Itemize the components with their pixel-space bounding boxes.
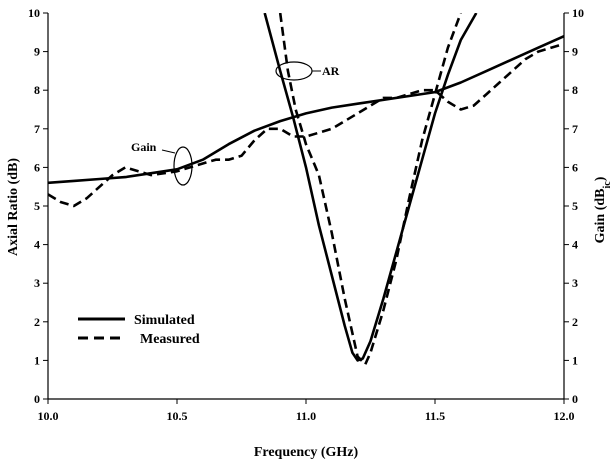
plot-layer xyxy=(48,13,564,366)
legend: Simulated Measured xyxy=(78,313,200,347)
series-line-gain-measured xyxy=(48,42,564,208)
y-tick-label-right: 8 xyxy=(572,83,578,97)
axis-layer: 0 0 1 1 2 2 3 3 4 4 5 5 6 6 7 7 8 8 9 9 10 10 10.0 10.5 11.0 11.5… xyxy=(28,6,584,423)
y-tick-label-left: 8 xyxy=(34,83,40,97)
y-tick-label-left: 9 xyxy=(34,45,40,59)
y-tick-label-right: 6 xyxy=(572,160,578,174)
y-tick-label-right: 1 xyxy=(572,353,578,367)
y-axis-title-right-sub: ic xyxy=(602,181,613,189)
y-tick-label-left: 2 xyxy=(34,315,40,329)
series-line-ar-simulated xyxy=(263,13,478,362)
x-tick-label: 11.0 xyxy=(296,409,316,423)
x-tick-label: 11.5 xyxy=(425,409,445,423)
legend-label-measured: Measured xyxy=(140,332,200,347)
y-tick-label-left: 6 xyxy=(34,160,40,174)
legend-label-simulated: Simulated xyxy=(134,313,195,328)
series-line-gain-simulated xyxy=(48,35,564,185)
y-axis-title-right-close: ) xyxy=(593,176,608,181)
series-line-ar-measured xyxy=(278,13,463,366)
gain-annotation-ellipse xyxy=(173,146,193,186)
y-tick-label-right: 9 xyxy=(572,45,578,59)
y-tick-label-left: 4 xyxy=(34,238,40,252)
x-tick-label: 10.5 xyxy=(167,409,188,423)
x-tick-label: 12.0 xyxy=(554,409,575,423)
y-tick-label-right: 0 xyxy=(572,392,578,406)
y-axis-title-right-main: Gain (dB xyxy=(593,189,608,244)
x-tick-label: 10.0 xyxy=(38,409,59,423)
y-tick-label-left: 5 xyxy=(34,199,40,213)
y-tick-label-left: 1 xyxy=(34,353,40,367)
y-axis-title-left: Axial Ratio (dB) xyxy=(6,158,21,256)
y-tick-label-right: 7 xyxy=(572,122,578,136)
y-tick-label-left: 0 xyxy=(34,392,40,406)
y-tick-label-right: 10 xyxy=(572,6,584,20)
y-tick-label-right: 4 xyxy=(572,238,578,252)
x-axis-title: Frequency (GHz) xyxy=(254,445,359,460)
y-tick-label-left: 3 xyxy=(34,276,40,290)
y-tick-label-right: 2 xyxy=(572,315,578,329)
gain-annotation-leader xyxy=(161,149,176,154)
series-group xyxy=(48,13,564,366)
y-axis-title-right: Gain (dBic) xyxy=(593,176,613,243)
y-tick-label-right: 5 xyxy=(572,199,578,213)
y-tick-label-left: 10 xyxy=(28,6,40,20)
y-tick-label-left: 7 xyxy=(34,122,40,136)
y-tick-label-right: 3 xyxy=(572,276,578,290)
gain-annotation-label: Gain xyxy=(131,140,157,154)
ar-annotation-label: AR xyxy=(322,64,340,78)
